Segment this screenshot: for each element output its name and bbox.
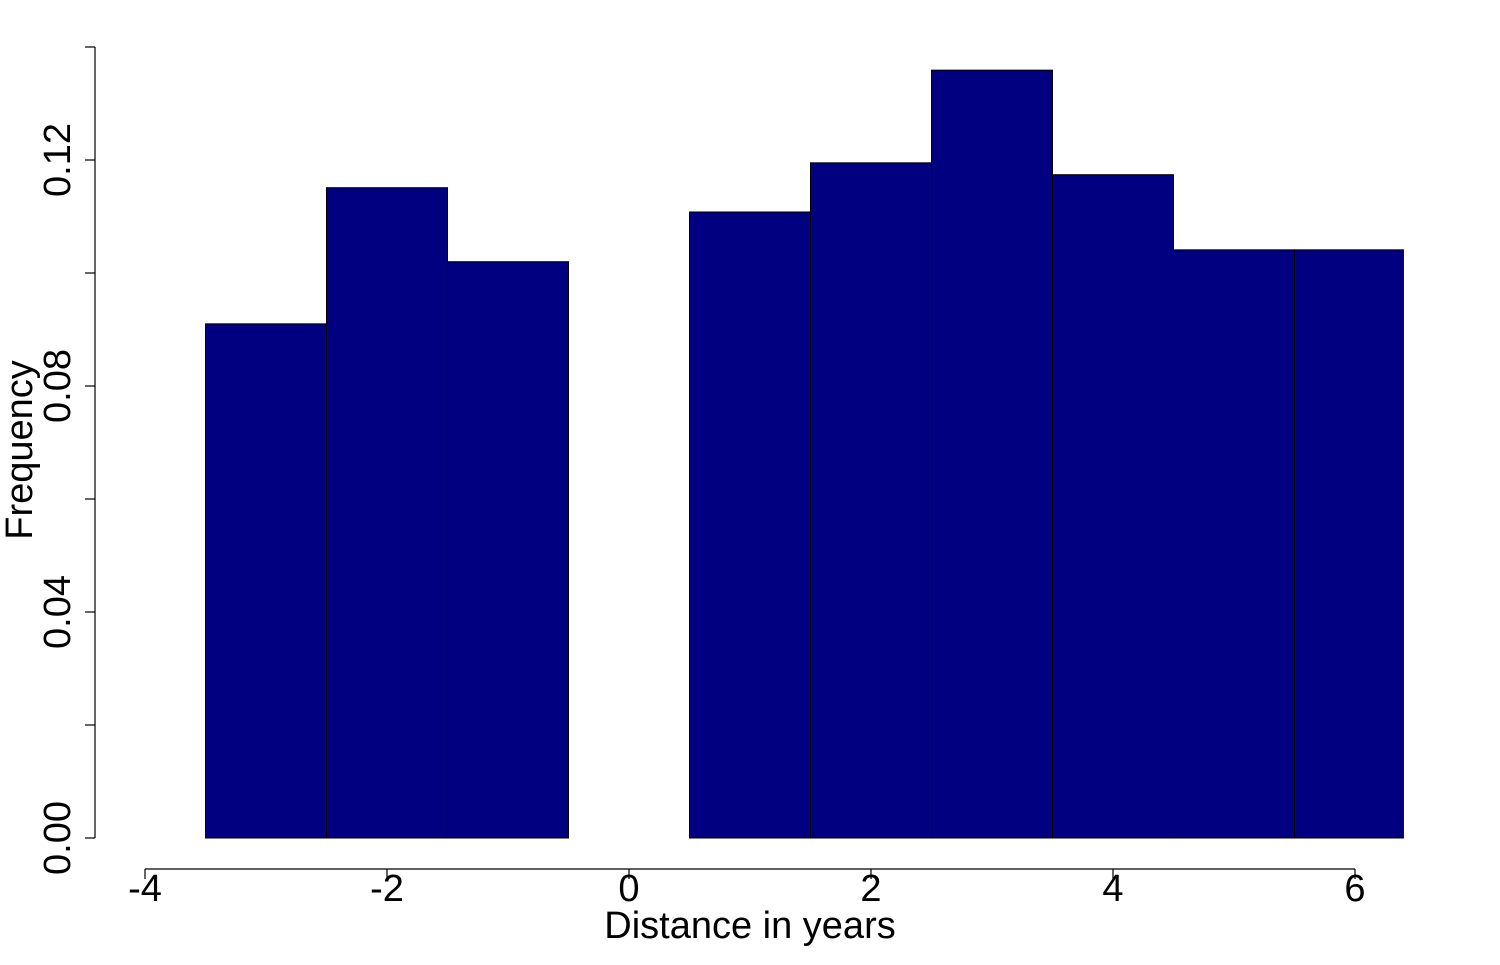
y-axis-label: Frequency xyxy=(0,360,41,540)
x-tick-label: 0 xyxy=(618,868,639,910)
bar xyxy=(326,187,448,839)
bar xyxy=(1173,249,1295,839)
y-tick-label: 0.00 xyxy=(37,801,79,875)
bar xyxy=(1052,174,1174,839)
x-tick-label: -4 xyxy=(128,868,162,910)
x-tick-label: 6 xyxy=(1344,868,1365,910)
y-tick-label: 0.08 xyxy=(37,349,79,423)
x-tick-label: -2 xyxy=(370,868,404,910)
x-tick-label: 4 xyxy=(1102,868,1123,910)
bar xyxy=(689,211,811,839)
bar xyxy=(1294,249,1404,839)
y-tick-label: 0.04 xyxy=(37,575,79,649)
x-axis-label: Distance in years xyxy=(604,905,895,947)
y-tick-label: 0.12 xyxy=(37,123,79,197)
x-tick-label: 2 xyxy=(860,868,881,910)
bar xyxy=(810,162,932,839)
bar xyxy=(205,323,327,839)
bar xyxy=(931,69,1053,839)
bar xyxy=(447,261,569,839)
